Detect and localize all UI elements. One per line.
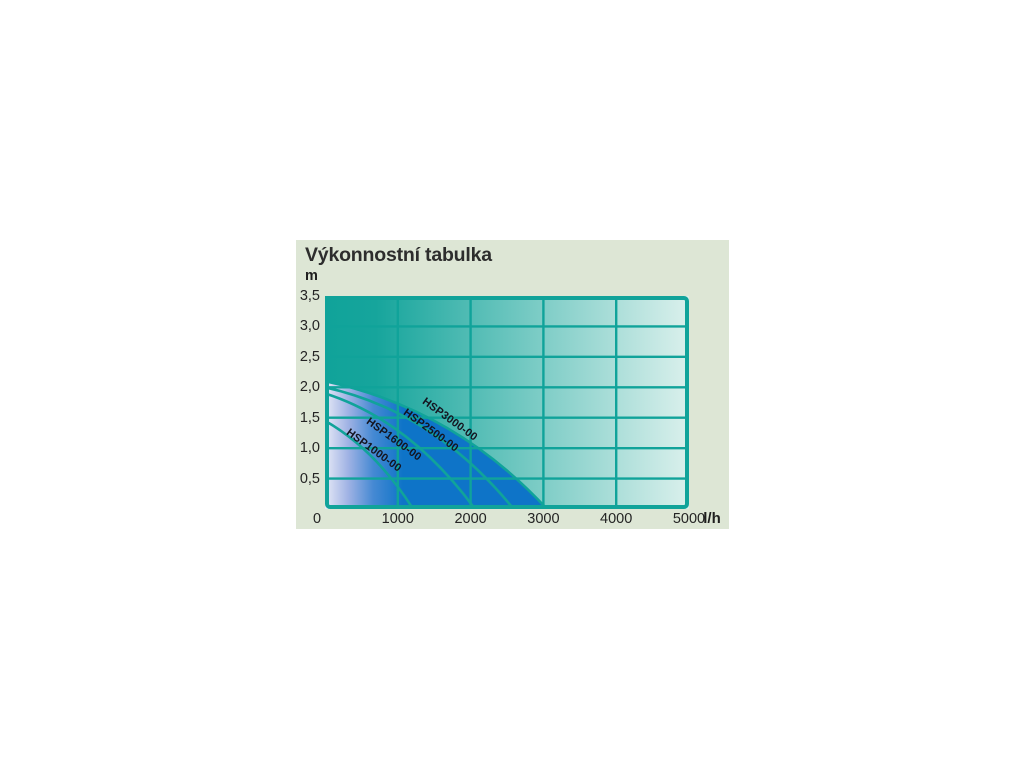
chart-title: Výkonnostní tabulka [305, 244, 492, 266]
x-tick-label: 4000 [600, 511, 633, 527]
y-tick-label: 2,5 [299, 348, 320, 365]
chart-panel: Výkonnostní tabulka m HSP1000-00 HSP1600-… [296, 240, 729, 529]
pump-curve-HSP1000-00 [325, 419, 415, 509]
performance-area-fill [325, 381, 547, 509]
y-tick-label: 0,5 [299, 470, 320, 487]
y-tick-label: 1,0 [299, 440, 320, 457]
x-tick-label: 3000 [527, 511, 560, 527]
y-tick-label: 2,0 [299, 379, 320, 396]
y-axis-unit-label: m [305, 268, 318, 284]
y-tick-label: 3,5 [299, 288, 320, 304]
plot-area: HSP1000-00 HSP1600-00 HSP2500-00 HSP3000-00 [325, 296, 689, 509]
plot-border [325, 296, 689, 509]
y-tick-label: 3,0 [299, 318, 320, 335]
x-tick-label: 0 [312, 511, 322, 527]
x-tick-label: 2000 [454, 511, 487, 527]
pump-curve-HSP1600-00 [325, 392, 477, 509]
x-tick-label: 1000 [381, 511, 414, 527]
pump-curve-HSP2500-00 [325, 386, 515, 509]
y-tick-label: 1,5 [299, 409, 320, 426]
pump-curve-HSP3000-00 [325, 379, 549, 509]
x-tick-label: 5000 [672, 511, 706, 527]
x-axis-unit-label: l/h [703, 510, 721, 527]
